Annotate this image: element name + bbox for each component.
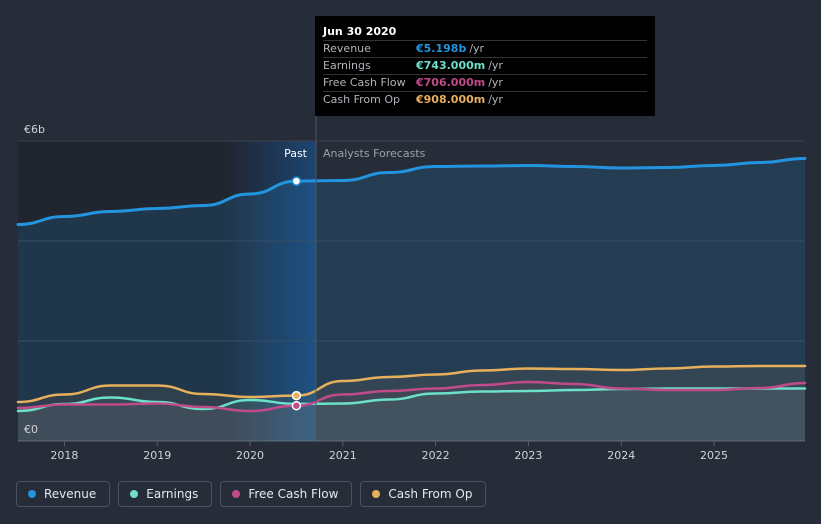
tooltip-row-cash-from-op: Cash From Op €908.000m /yr [323,91,647,108]
cash-from-op-marker [291,390,302,401]
y-tick-label: €6b [24,123,45,136]
earnings-line [16,387,807,413]
x-tick-label: 2021 [329,449,357,462]
free-cash-flow-area [18,382,805,441]
revenue-line [16,157,807,226]
tooltip-label: Revenue [323,42,371,55]
tooltip-label: Cash From Op [323,93,401,106]
tooltip-date: Jun 30 2020 [323,25,397,38]
legend-item-free-cash-flow[interactable]: Free Cash Flow [220,481,353,507]
tooltip-unit: /yr [469,42,485,55]
tooltip-label: Free Cash Flow [323,76,406,89]
forecast-label: Analysts Forecasts [323,147,426,160]
tooltip-unit: /yr [488,93,503,106]
tooltip-row-revenue: Revenue €5.198b /yr [323,40,647,57]
cash-from-op-dot-icon [372,490,381,498]
earnings-dot-icon [130,490,139,498]
tooltip-value: €743.000m [416,59,486,72]
tooltip-label: Earnings [323,59,371,72]
x-tick-label: 2025 [700,449,728,462]
cash-from-op-line [16,364,807,404]
free-cash-flow-dot-icon [232,490,241,498]
legend-item-earnings[interactable]: Earnings [118,481,213,507]
tooltip-unit: /yr [488,59,503,72]
legend-label: Free Cash Flow [248,487,339,501]
tooltip-value: €908.000m [416,93,486,106]
tooltip-value: €706.000m [416,76,486,89]
earnings-area [18,388,805,441]
tooltip-row-earnings: Earnings €743.000m /yr [323,57,647,74]
tooltip-unit: /yr [488,76,503,89]
legend-label: Earnings [146,487,199,501]
legend-item-cash-from-op[interactable]: Cash From Op [360,481,487,507]
past-label: Past [284,147,308,160]
y-tick-label: €0 [24,423,38,436]
x-tick-label: 2018 [50,449,78,462]
legend-label: Cash From Op [388,487,473,501]
tooltip-row-free-cash-flow: Free Cash Flow €706.000m /yr [323,74,647,91]
x-tick-label: 2022 [422,449,450,462]
x-tick-label: 2024 [607,449,635,462]
legend-item-revenue[interactable]: Revenue [16,481,111,507]
tooltip: Jun 30 2020 Revenue €5.198b /yr Earnings… [315,16,655,116]
cash-from-op-area [18,366,805,441]
legend-label: Revenue [44,487,97,501]
free-cash-flow-marker [291,400,302,411]
free-cash-flow-line [16,380,807,413]
revenue-dot-icon [28,490,36,498]
past-region-highlight [225,141,316,441]
legend: Revenue Earnings Free Cash Flow Cash Fro… [16,481,487,507]
revenue-marker [291,176,302,186]
x-tick-label: 2020 [236,449,264,462]
x-tick-label: 2023 [514,449,542,462]
tooltip-value: €5.198b [416,42,467,55]
x-tick-label: 2019 [143,449,171,462]
